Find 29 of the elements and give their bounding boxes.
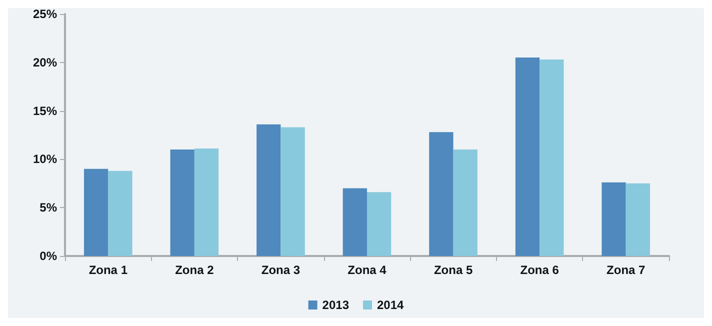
bar — [108, 170, 132, 256]
bar — [194, 148, 219, 256]
bar — [540, 59, 564, 256]
y-tick-label: 25% — [32, 7, 58, 21]
bar — [256, 124, 281, 256]
x-tick-label: Zona 7 — [606, 263, 646, 277]
x-tick-label: Zona 2 — [175, 263, 214, 277]
bar — [170, 150, 194, 256]
x-tick-label: Zona 3 — [261, 263, 300, 277]
bar — [602, 182, 626, 256]
y-tick-label: 10% — [32, 152, 58, 166]
bar — [515, 58, 540, 256]
bar — [626, 183, 650, 256]
bar — [453, 150, 478, 256]
legend-label: 2013 — [322, 298, 350, 312]
x-tick-label: Zona 1 — [88, 263, 128, 277]
x-tick-label: Zona 6 — [520, 263, 560, 277]
y-tick-label: 0% — [40, 249, 58, 263]
bar — [342, 188, 367, 256]
bar — [367, 192, 392, 256]
y-tick-label: 20% — [32, 55, 58, 70]
bar — [84, 168, 108, 256]
bar — [429, 132, 454, 256]
y-tick-label: 5% — [40, 200, 58, 215]
x-tick-label: Zona 4 — [348, 263, 387, 277]
x-tick-label: Zona 5 — [434, 263, 473, 277]
legend-label: 2014 — [377, 298, 404, 312]
bar — [280, 127, 305, 256]
y-tick-label: 15% — [32, 104, 58, 118]
